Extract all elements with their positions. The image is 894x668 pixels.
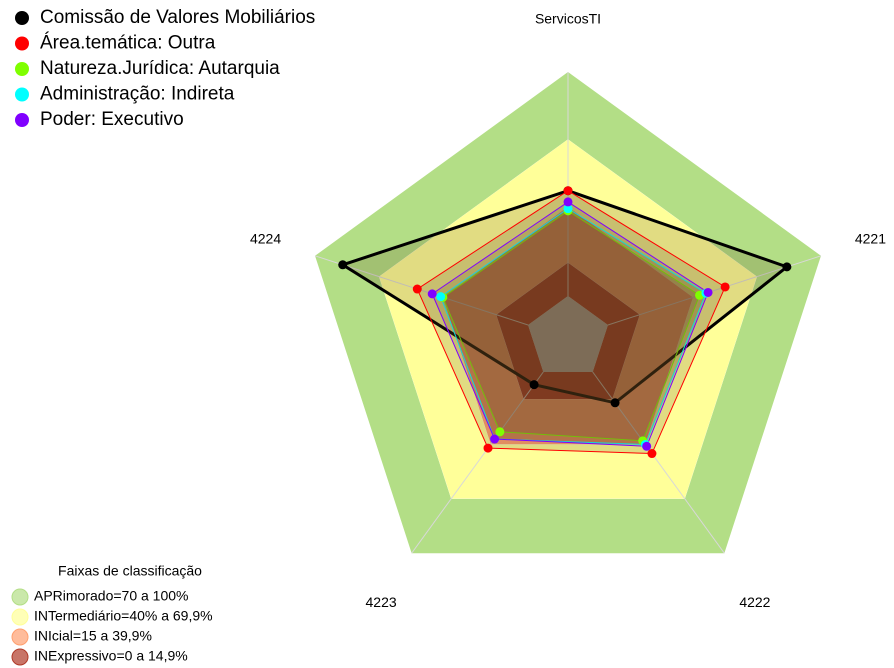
series-point <box>436 292 446 302</box>
series-point <box>412 284 422 294</box>
axis-label: 4222 <box>739 594 770 610</box>
center-hole <box>528 296 608 372</box>
axis-label: ServicosTI <box>535 11 601 27</box>
series-point <box>647 449 657 459</box>
series-point <box>782 262 792 272</box>
bands-legend-marker <box>11 648 29 666</box>
band <box>315 72 821 554</box>
legend-label: Natureza.Jurídica: Autarquia <box>40 58 280 79</box>
series-point <box>563 197 573 207</box>
series-point <box>427 289 437 299</box>
band <box>379 139 757 499</box>
legend-marker <box>15 11 29 25</box>
bands-legend-label: INTermediário=40% a 69,9% <box>34 608 213 624</box>
bands-legend-label: APRimorado=70 a 100% <box>34 588 189 604</box>
series-area <box>442 210 701 442</box>
legend-marker <box>15 87 29 102</box>
series-point <box>563 204 573 214</box>
series-point <box>490 434 500 444</box>
bands-legend-label: INIcial=15 a 39,9% <box>34 628 152 644</box>
bands-legend-title: Faixas de classificação <box>58 563 202 579</box>
legend-label: Comissão de Valores Mobiliários <box>40 7 315 28</box>
series-area <box>339 189 790 405</box>
series-point <box>703 287 713 297</box>
series-point <box>563 186 573 196</box>
bands-legend-marker <box>11 588 29 606</box>
legend-label: Área.temática: Outra <box>40 33 216 54</box>
series-point <box>529 380 539 390</box>
series-point <box>610 398 620 408</box>
series-point <box>720 282 730 292</box>
series-area <box>416 190 726 455</box>
legend-label: Poder: Executivo <box>40 109 184 130</box>
bands-legend-marker <box>11 608 29 626</box>
bands-legend-label: INExpressivo=0 a 14,9% <box>34 648 188 664</box>
legend-marker <box>15 62 29 76</box>
band <box>443 206 693 445</box>
series-point <box>495 427 505 437</box>
series-point <box>338 260 348 270</box>
series-area <box>440 208 707 445</box>
axis-label: 4221 <box>855 230 886 246</box>
series-point <box>483 443 493 453</box>
axis-label: 4224 <box>250 230 281 246</box>
axis-label: 4223 <box>366 594 397 610</box>
spoke <box>411 371 544 554</box>
bands-legend-marker <box>11 628 29 646</box>
legend-marker <box>15 36 29 51</box>
legend-marker <box>15 113 29 127</box>
band <box>496 262 640 399</box>
series-area <box>431 201 709 447</box>
legend-label: Administração: Indireta <box>40 84 235 105</box>
series-point <box>642 441 652 451</box>
